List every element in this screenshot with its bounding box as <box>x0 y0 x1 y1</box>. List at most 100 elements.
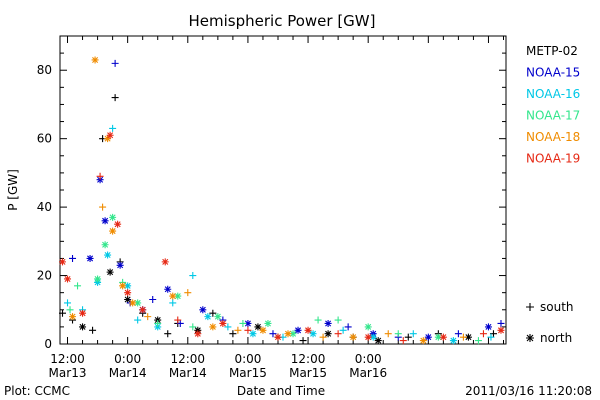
north-point <box>91 56 99 64</box>
north-point <box>124 289 132 297</box>
south-point <box>334 330 342 338</box>
north-point <box>304 326 312 334</box>
south-point <box>229 330 237 338</box>
north-point <box>79 309 87 317</box>
south-point <box>169 299 177 307</box>
north-point <box>264 319 272 327</box>
north-point <box>199 306 207 314</box>
plot-points <box>59 56 505 345</box>
north-point <box>419 337 427 345</box>
x-tick-date-label: Mar15 <box>229 366 267 380</box>
y-axis-label: P [GW] <box>6 169 20 211</box>
south-point <box>66 306 74 314</box>
north-point <box>106 131 114 139</box>
south-point <box>149 296 157 304</box>
south-point <box>96 172 104 180</box>
north-point <box>106 268 114 276</box>
north-point <box>119 282 127 290</box>
north-point <box>369 333 377 341</box>
south-point <box>64 299 72 307</box>
north-point <box>129 299 137 307</box>
south-point <box>479 330 487 338</box>
north-point <box>254 323 262 331</box>
north-point <box>309 330 317 338</box>
north-point <box>497 326 505 334</box>
south-point <box>109 124 117 132</box>
series-legend: METP-02 NOAA-15 NOAA-16 NOAA-17 NOAA-18 NOAA-… <box>526 44 580 166</box>
legend-symbol <box>526 303 534 311</box>
south-point <box>209 309 217 317</box>
north-point <box>101 217 109 225</box>
north-point <box>134 299 142 307</box>
north-point <box>209 323 217 331</box>
north-point <box>86 254 94 262</box>
legend-entry: METP-02 <box>526 44 578 58</box>
south-point <box>459 333 467 341</box>
north-point <box>139 306 147 314</box>
footer-timestamp: 2011/03/16 11:20:08 <box>465 384 592 398</box>
north-point <box>274 333 282 341</box>
y-tick-label: 20 <box>37 269 52 283</box>
legend-entry: NOAA-15 <box>526 66 580 80</box>
south-point <box>189 272 197 280</box>
x-tick-date-label: Mar14 <box>109 366 147 380</box>
south-point <box>399 337 407 345</box>
legend-symbol-label: south <box>540 300 574 314</box>
x-tick-label: 12:00 <box>291 352 326 366</box>
x-tick-label: 0:00 <box>234 352 261 366</box>
north-point <box>104 251 112 259</box>
north-point <box>374 337 382 345</box>
north-point <box>109 227 117 235</box>
north-point <box>114 220 122 228</box>
south-point <box>59 309 67 317</box>
x-tick-date-label: Mar13 <box>49 366 87 380</box>
north-point <box>484 323 492 331</box>
north-point <box>79 323 87 331</box>
x-tick-label: 0:00 <box>114 352 141 366</box>
south-point <box>164 330 172 338</box>
north-point <box>259 326 267 334</box>
x-tick-label: 12:00 <box>50 352 85 366</box>
chart-title: Hemispheric Power [GW] <box>189 12 376 30</box>
south-point <box>111 59 119 67</box>
south-point <box>174 316 182 324</box>
north-point <box>64 275 72 283</box>
north-point <box>434 333 442 341</box>
y-tick-label: 60 <box>37 132 52 146</box>
north-point <box>349 333 357 341</box>
south-point <box>89 326 97 334</box>
south-point <box>134 316 142 324</box>
south-point <box>189 323 197 331</box>
legend-entry: NOAA-17 <box>526 109 580 123</box>
south-point <box>334 316 342 324</box>
south-point <box>474 337 482 345</box>
south-point <box>74 282 82 290</box>
legend-symbol <box>526 334 534 342</box>
north-point <box>364 333 372 341</box>
south-point <box>234 326 242 334</box>
south-point <box>99 203 107 211</box>
north-point <box>174 292 182 300</box>
north-point <box>464 333 472 341</box>
north-point <box>164 285 172 293</box>
legend-symbol-label: north <box>540 331 572 345</box>
south-point <box>314 316 322 324</box>
south-point <box>144 313 152 321</box>
y-axis: 0 20 40 60 80 <box>37 35 506 351</box>
north-point <box>94 275 102 283</box>
x-tick-label: 12:00 <box>170 352 205 366</box>
south-point <box>409 330 417 338</box>
south-point <box>394 330 402 338</box>
x-tick-date-label: Mar16 <box>349 366 387 380</box>
x-tick-label: 0:00 <box>355 352 382 366</box>
north-point <box>364 323 372 331</box>
south-point <box>244 326 252 334</box>
north-point <box>249 330 257 338</box>
north-point <box>109 213 117 221</box>
south-point <box>454 330 462 338</box>
north-point <box>101 241 109 249</box>
north-point <box>244 319 252 327</box>
south-point <box>497 319 505 327</box>
y-tick-label: 40 <box>37 200 52 214</box>
